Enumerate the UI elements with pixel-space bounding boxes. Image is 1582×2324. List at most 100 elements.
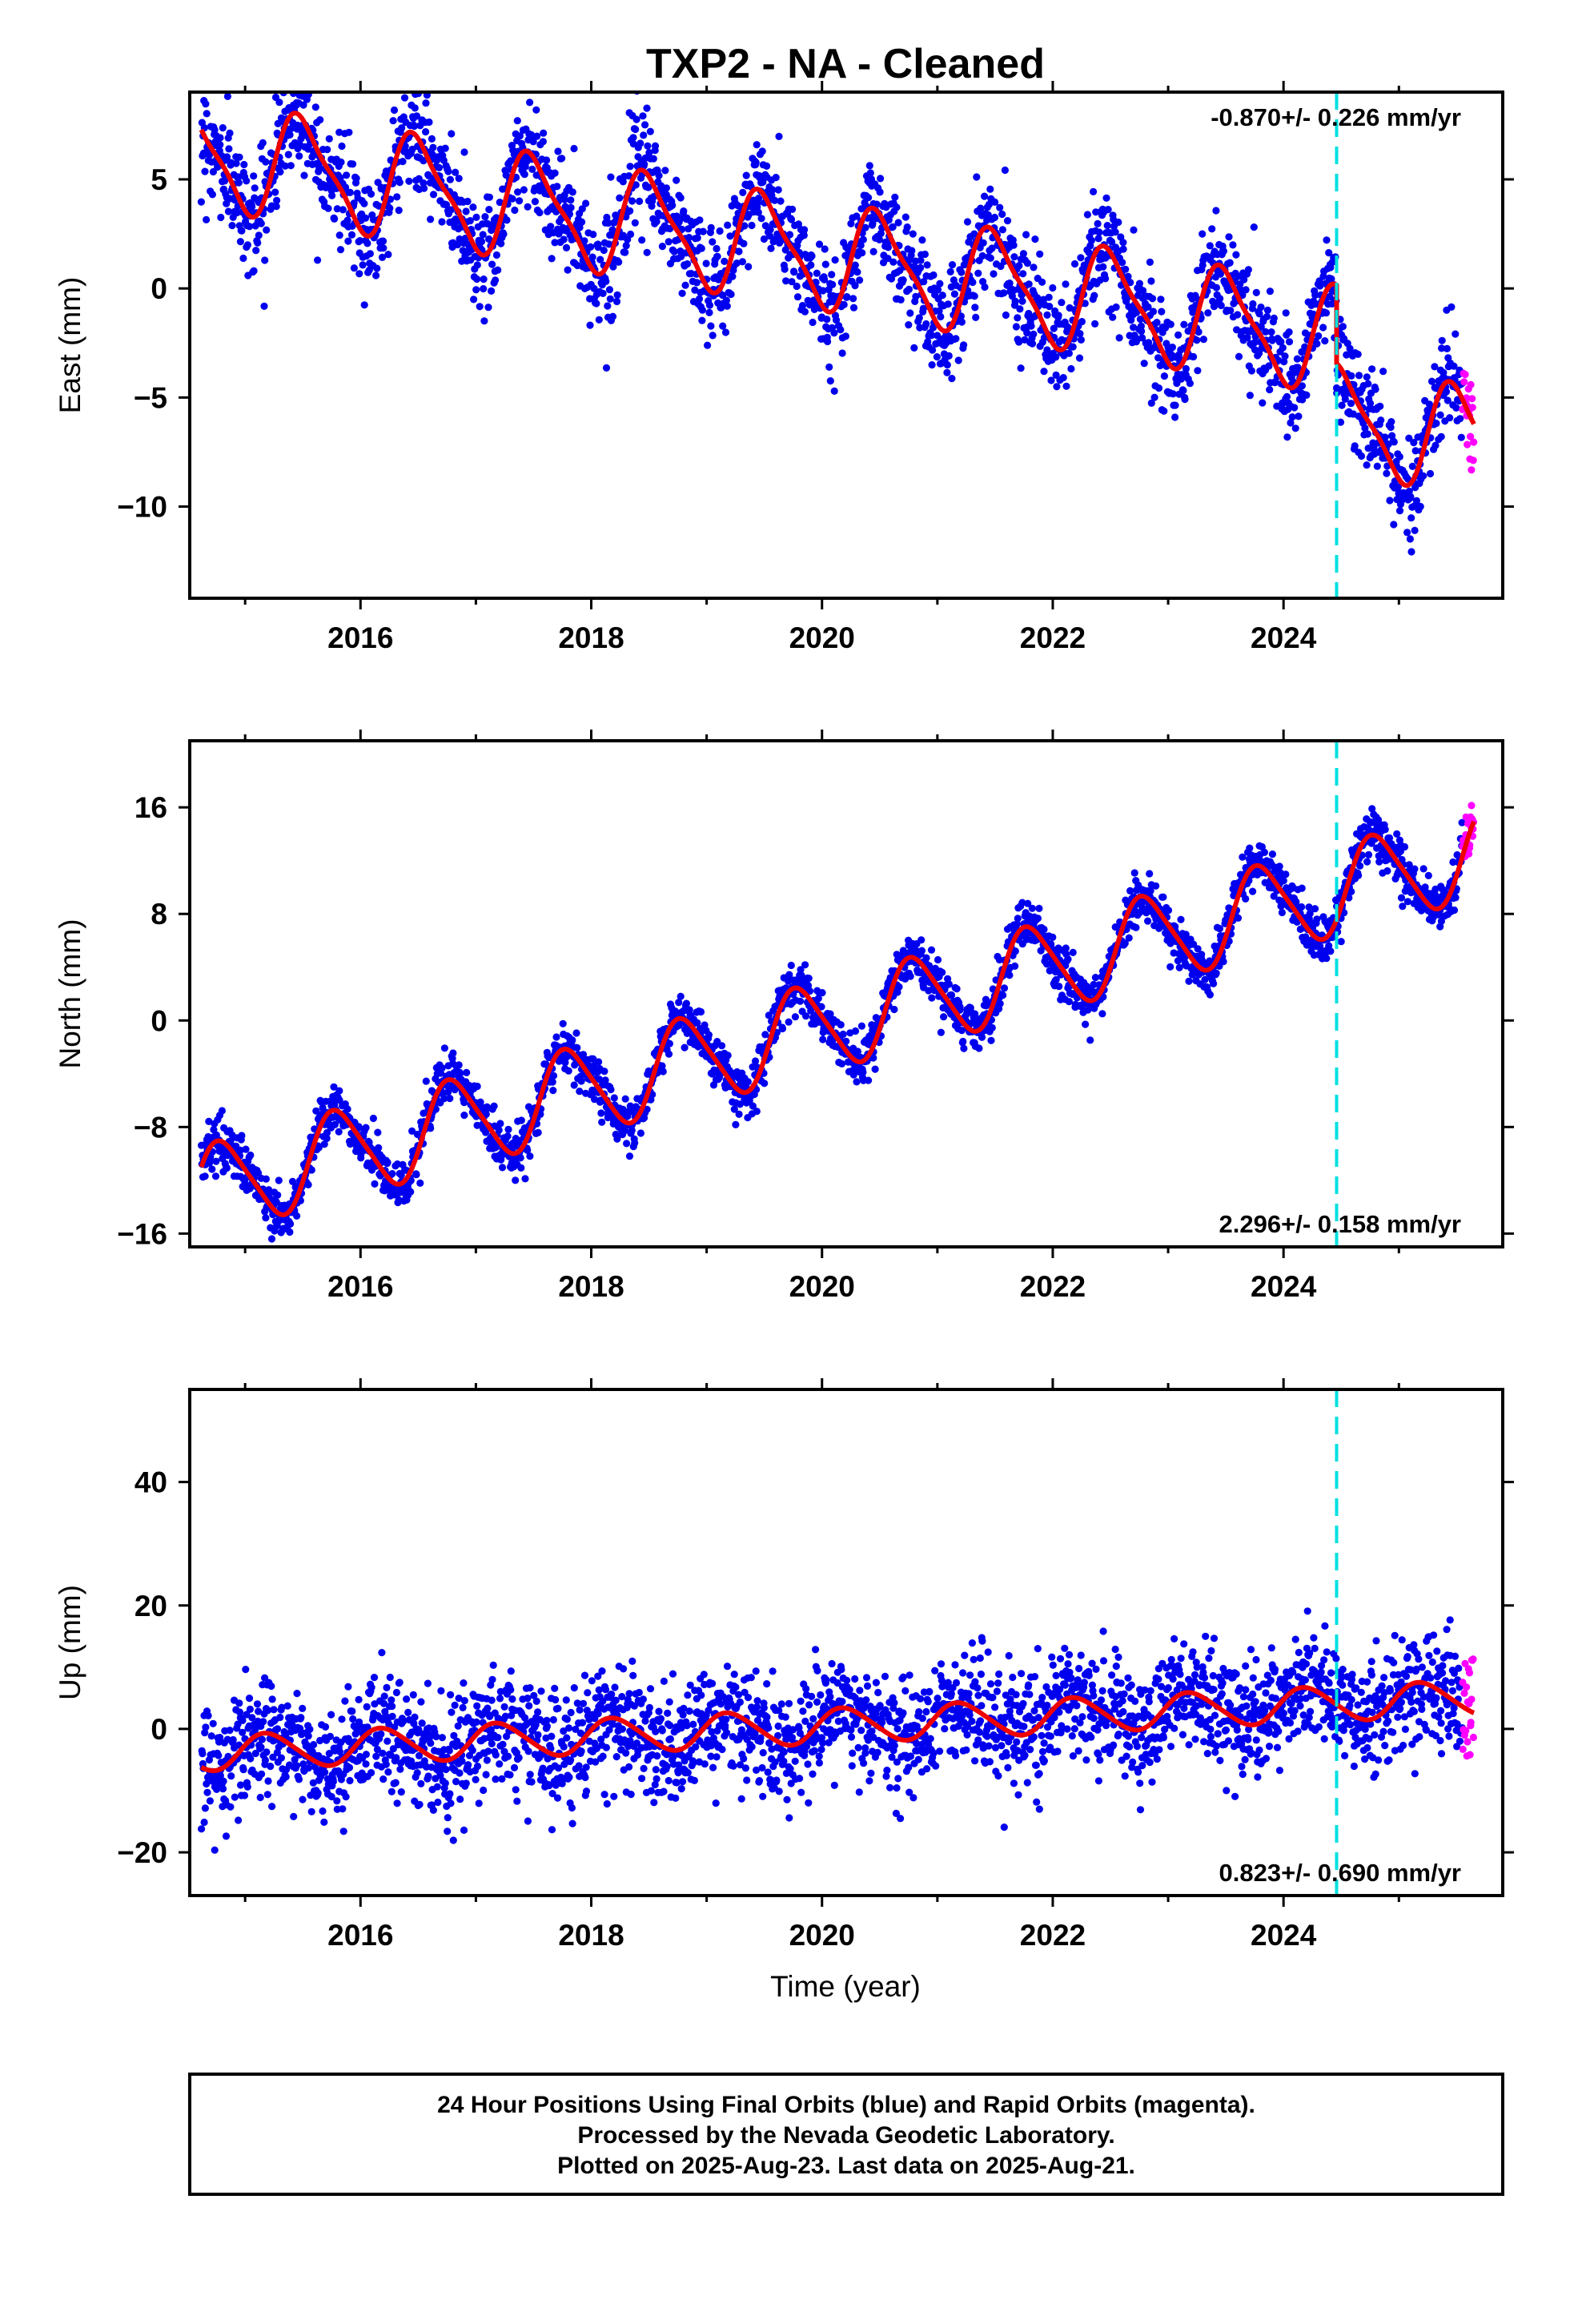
final-orbit-point [473, 275, 481, 283]
final-orbit-point [1336, 418, 1345, 426]
final-orbit-point [658, 1062, 666, 1070]
final-orbit-point [254, 239, 262, 247]
rapid-orbit-point [1468, 404, 1476, 412]
final-orbit-point [219, 124, 227, 132]
final-orbit-point [463, 1068, 471, 1076]
final-orbit-point [829, 280, 837, 288]
final-orbit-point [330, 1083, 338, 1091]
final-orbit-point [388, 1170, 396, 1178]
final-orbit-point [243, 241, 251, 249]
final-orbit-point [677, 247, 685, 255]
final-orbit-point [1146, 258, 1154, 266]
final-orbit-point [797, 971, 805, 979]
final-orbit-point [1275, 862, 1283, 870]
final-orbit-point [1130, 324, 1138, 332]
final-orbit-point [1212, 969, 1220, 977]
final-orbit-point [763, 162, 771, 170]
final-orbit-point [897, 296, 905, 304]
east-y-axis-label: East (mm) [54, 277, 86, 414]
final-orbit-point [928, 361, 936, 369]
final-orbit-point [481, 213, 489, 221]
final-orbit-point [986, 185, 994, 193]
final-orbit-point [1416, 502, 1424, 511]
final-orbit-point [735, 247, 743, 255]
final-orbit-point [1135, 279, 1143, 287]
final-orbit-point [1410, 439, 1418, 447]
final-orbit-point [723, 302, 731, 310]
final-orbit-point [986, 254, 994, 262]
final-orbit-point [988, 244, 996, 252]
final-orbit-point [251, 184, 259, 192]
final-orbit-point [524, 203, 532, 211]
final-orbit-point [915, 314, 923, 322]
final-orbit-point [1169, 390, 1177, 398]
final-orbit-point [847, 219, 855, 227]
final-orbit-point [1190, 352, 1198, 361]
final-orbit-point [1346, 344, 1354, 352]
final-orbit-point [716, 227, 724, 235]
final-orbit-point [425, 118, 433, 127]
final-orbit-point [595, 1058, 603, 1066]
final-orbit-point [826, 377, 834, 385]
final-orbit-point [349, 160, 357, 168]
final-orbit-point [1283, 433, 1291, 441]
final-orbit-point [1306, 910, 1314, 918]
final-orbit-point [338, 142, 346, 151]
final-orbit-point [367, 190, 375, 198]
final-orbit-point [379, 237, 387, 245]
final-orbit-point [721, 328, 730, 336]
final-orbit-point [981, 283, 989, 292]
final-orbit-point [1204, 309, 1212, 317]
final-orbit-point [203, 110, 211, 118]
final-orbit-point [534, 1128, 542, 1136]
final-orbit-point [644, 142, 652, 150]
final-orbit-point [1040, 368, 1048, 376]
final-orbit-point [1179, 387, 1187, 395]
east-frame [188, 90, 1504, 600]
final-orbit-point [284, 151, 292, 159]
final-orbit-point [460, 148, 468, 156]
final-orbit-point [1298, 382, 1306, 390]
final-orbit-point [547, 223, 555, 231]
final-orbit-point [398, 124, 406, 132]
final-orbit-point [274, 1191, 282, 1199]
final-orbit-point [628, 1126, 636, 1135]
rapid-orbit-point [1468, 395, 1476, 403]
rapid-orbit-point [1470, 438, 1478, 446]
final-orbit-point [1323, 236, 1331, 244]
final-orbit-point [936, 279, 944, 287]
final-orbit-point [944, 300, 952, 308]
final-orbit-point [726, 232, 734, 240]
final-orbit-point [1001, 166, 1009, 175]
final-orbit-point [396, 179, 404, 187]
final-orbit-point [356, 237, 364, 245]
final-orbit-point [719, 322, 727, 330]
final-orbit-point [891, 193, 899, 201]
final-orbit-point [1457, 433, 1465, 441]
final-orbit-point [626, 207, 634, 215]
final-orbit-point [484, 304, 492, 312]
final-orbit-point [1212, 207, 1220, 215]
final-orbit-point [681, 281, 689, 289]
rapid-orbit-point [1461, 371, 1469, 379]
final-orbit-point [682, 999, 691, 1007]
final-orbit-point [1257, 304, 1265, 312]
final-orbit-point [549, 1072, 558, 1080]
final-orbit-point [283, 81, 291, 88]
final-orbit-point [520, 171, 528, 179]
final-orbit-point [875, 235, 884, 243]
final-orbit-point [940, 1013, 948, 1021]
final-orbit-point [594, 243, 602, 251]
x-tick-label: 2016 [327, 621, 393, 654]
final-orbit-point [957, 312, 965, 320]
final-orbit-point [632, 181, 640, 189]
final-orbit-point [869, 219, 877, 227]
final-orbit-point [548, 1078, 556, 1086]
final-orbit-point [849, 295, 857, 303]
final-orbit-point [865, 194, 873, 202]
final-orbit-point [588, 253, 596, 261]
final-orbit-point [343, 216, 351, 224]
final-orbit-point [1182, 364, 1190, 373]
final-orbit-point [1076, 330, 1084, 338]
